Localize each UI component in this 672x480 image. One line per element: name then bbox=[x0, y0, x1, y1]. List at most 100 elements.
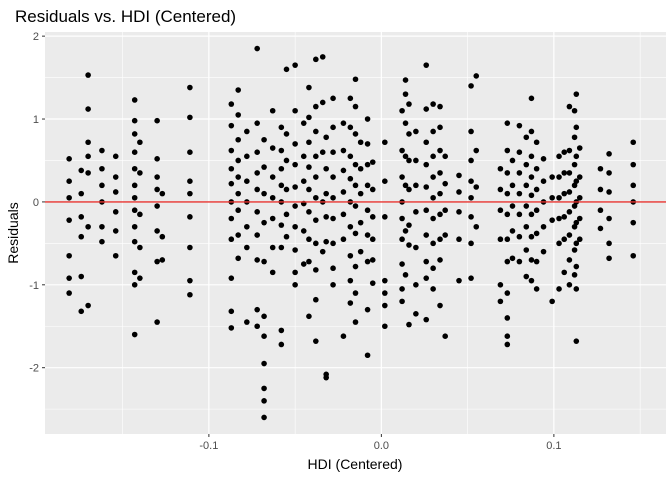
data-point bbox=[509, 228, 516, 234]
data-point bbox=[131, 331, 138, 338]
data-point bbox=[278, 244, 285, 251]
data-point bbox=[99, 223, 105, 230]
data-point bbox=[473, 73, 480, 79]
minor-gridlines bbox=[45, 32, 666, 434]
data-point bbox=[423, 161, 430, 168]
data-point bbox=[566, 257, 573, 263]
data-point bbox=[306, 313, 312, 320]
data-point bbox=[442, 232, 449, 238]
data-point bbox=[364, 116, 371, 122]
data-point bbox=[528, 174, 535, 180]
data-point bbox=[306, 84, 312, 91]
data-point bbox=[571, 272, 578, 278]
data-point bbox=[278, 182, 285, 189]
data-point bbox=[154, 117, 160, 124]
data-point bbox=[306, 236, 312, 243]
data-point bbox=[406, 101, 412, 107]
data-point bbox=[423, 184, 430, 190]
data-point bbox=[423, 207, 430, 214]
data-point bbox=[261, 398, 267, 404]
data-point bbox=[261, 164, 267, 170]
data-point bbox=[561, 149, 568, 155]
data-point bbox=[78, 190, 85, 197]
data-point bbox=[112, 252, 119, 259]
data-point bbox=[330, 95, 336, 102]
x-tick-label: 0.0 bbox=[374, 440, 389, 452]
data-point bbox=[235, 255, 241, 262]
data-point bbox=[131, 131, 138, 137]
data-point bbox=[571, 247, 578, 253]
data-point bbox=[382, 139, 388, 146]
data-point bbox=[369, 280, 376, 286]
data-point bbox=[235, 232, 241, 238]
data-point bbox=[423, 316, 430, 323]
data-point bbox=[306, 139, 312, 146]
y-axis-title: Residuals bbox=[5, 202, 21, 263]
data-point bbox=[313, 338, 319, 344]
data-point bbox=[330, 240, 336, 247]
data-point bbox=[413, 311, 419, 317]
data-point bbox=[283, 157, 290, 164]
data-point bbox=[254, 45, 260, 52]
data-point bbox=[319, 248, 326, 255]
data-point bbox=[112, 174, 119, 180]
data-point bbox=[340, 120, 347, 126]
data-point bbox=[437, 211, 443, 218]
y-tick-label: 1 bbox=[33, 114, 39, 126]
data-point bbox=[399, 147, 405, 154]
data-point bbox=[516, 170, 523, 176]
data-point bbox=[402, 153, 409, 160]
data-point bbox=[399, 215, 405, 222]
data-point bbox=[131, 149, 138, 155]
data-point bbox=[528, 277, 535, 284]
data-point bbox=[504, 120, 511, 126]
data-point bbox=[261, 219, 267, 226]
y-axis-ticks: -2 -1 0 1 2 bbox=[29, 31, 45, 375]
data-point bbox=[269, 194, 276, 201]
data-point bbox=[235, 207, 241, 214]
data-point bbox=[528, 211, 535, 218]
data-point bbox=[228, 236, 235, 243]
data-point bbox=[330, 282, 336, 288]
data-point bbox=[254, 323, 260, 330]
data-point bbox=[112, 189, 119, 195]
data-point bbox=[549, 174, 555, 180]
data-point bbox=[540, 248, 547, 255]
data-point bbox=[283, 186, 290, 193]
data-point bbox=[187, 277, 193, 284]
data-point bbox=[154, 186, 160, 193]
data-point bbox=[292, 107, 298, 114]
data-point bbox=[468, 194, 474, 201]
data-point bbox=[66, 290, 72, 296]
data-point bbox=[576, 236, 583, 243]
data-point bbox=[330, 265, 336, 272]
data-point bbox=[561, 170, 568, 176]
data-point bbox=[523, 203, 530, 209]
data-point bbox=[261, 385, 267, 392]
data-point bbox=[468, 128, 474, 135]
data-point bbox=[347, 153, 354, 160]
y-tick-label: -1 bbox=[29, 280, 39, 292]
data-point bbox=[85, 153, 91, 160]
data-point bbox=[571, 107, 578, 114]
data-point bbox=[523, 161, 530, 168]
data-point bbox=[228, 215, 235, 222]
data-point bbox=[340, 167, 347, 174]
data-point bbox=[382, 214, 388, 220]
data-point bbox=[382, 178, 388, 184]
data-point bbox=[364, 182, 371, 189]
data-point bbox=[497, 282, 504, 288]
data-point bbox=[504, 211, 511, 218]
data-point bbox=[347, 175, 354, 182]
data-point bbox=[66, 194, 72, 201]
data-point bbox=[497, 186, 504, 193]
data-point bbox=[85, 139, 91, 146]
data-point bbox=[606, 151, 612, 157]
data-point bbox=[509, 255, 516, 262]
data-point bbox=[630, 182, 637, 189]
data-point bbox=[473, 223, 480, 230]
data-point bbox=[254, 149, 260, 155]
data-point bbox=[261, 360, 267, 367]
data-point bbox=[137, 211, 143, 218]
